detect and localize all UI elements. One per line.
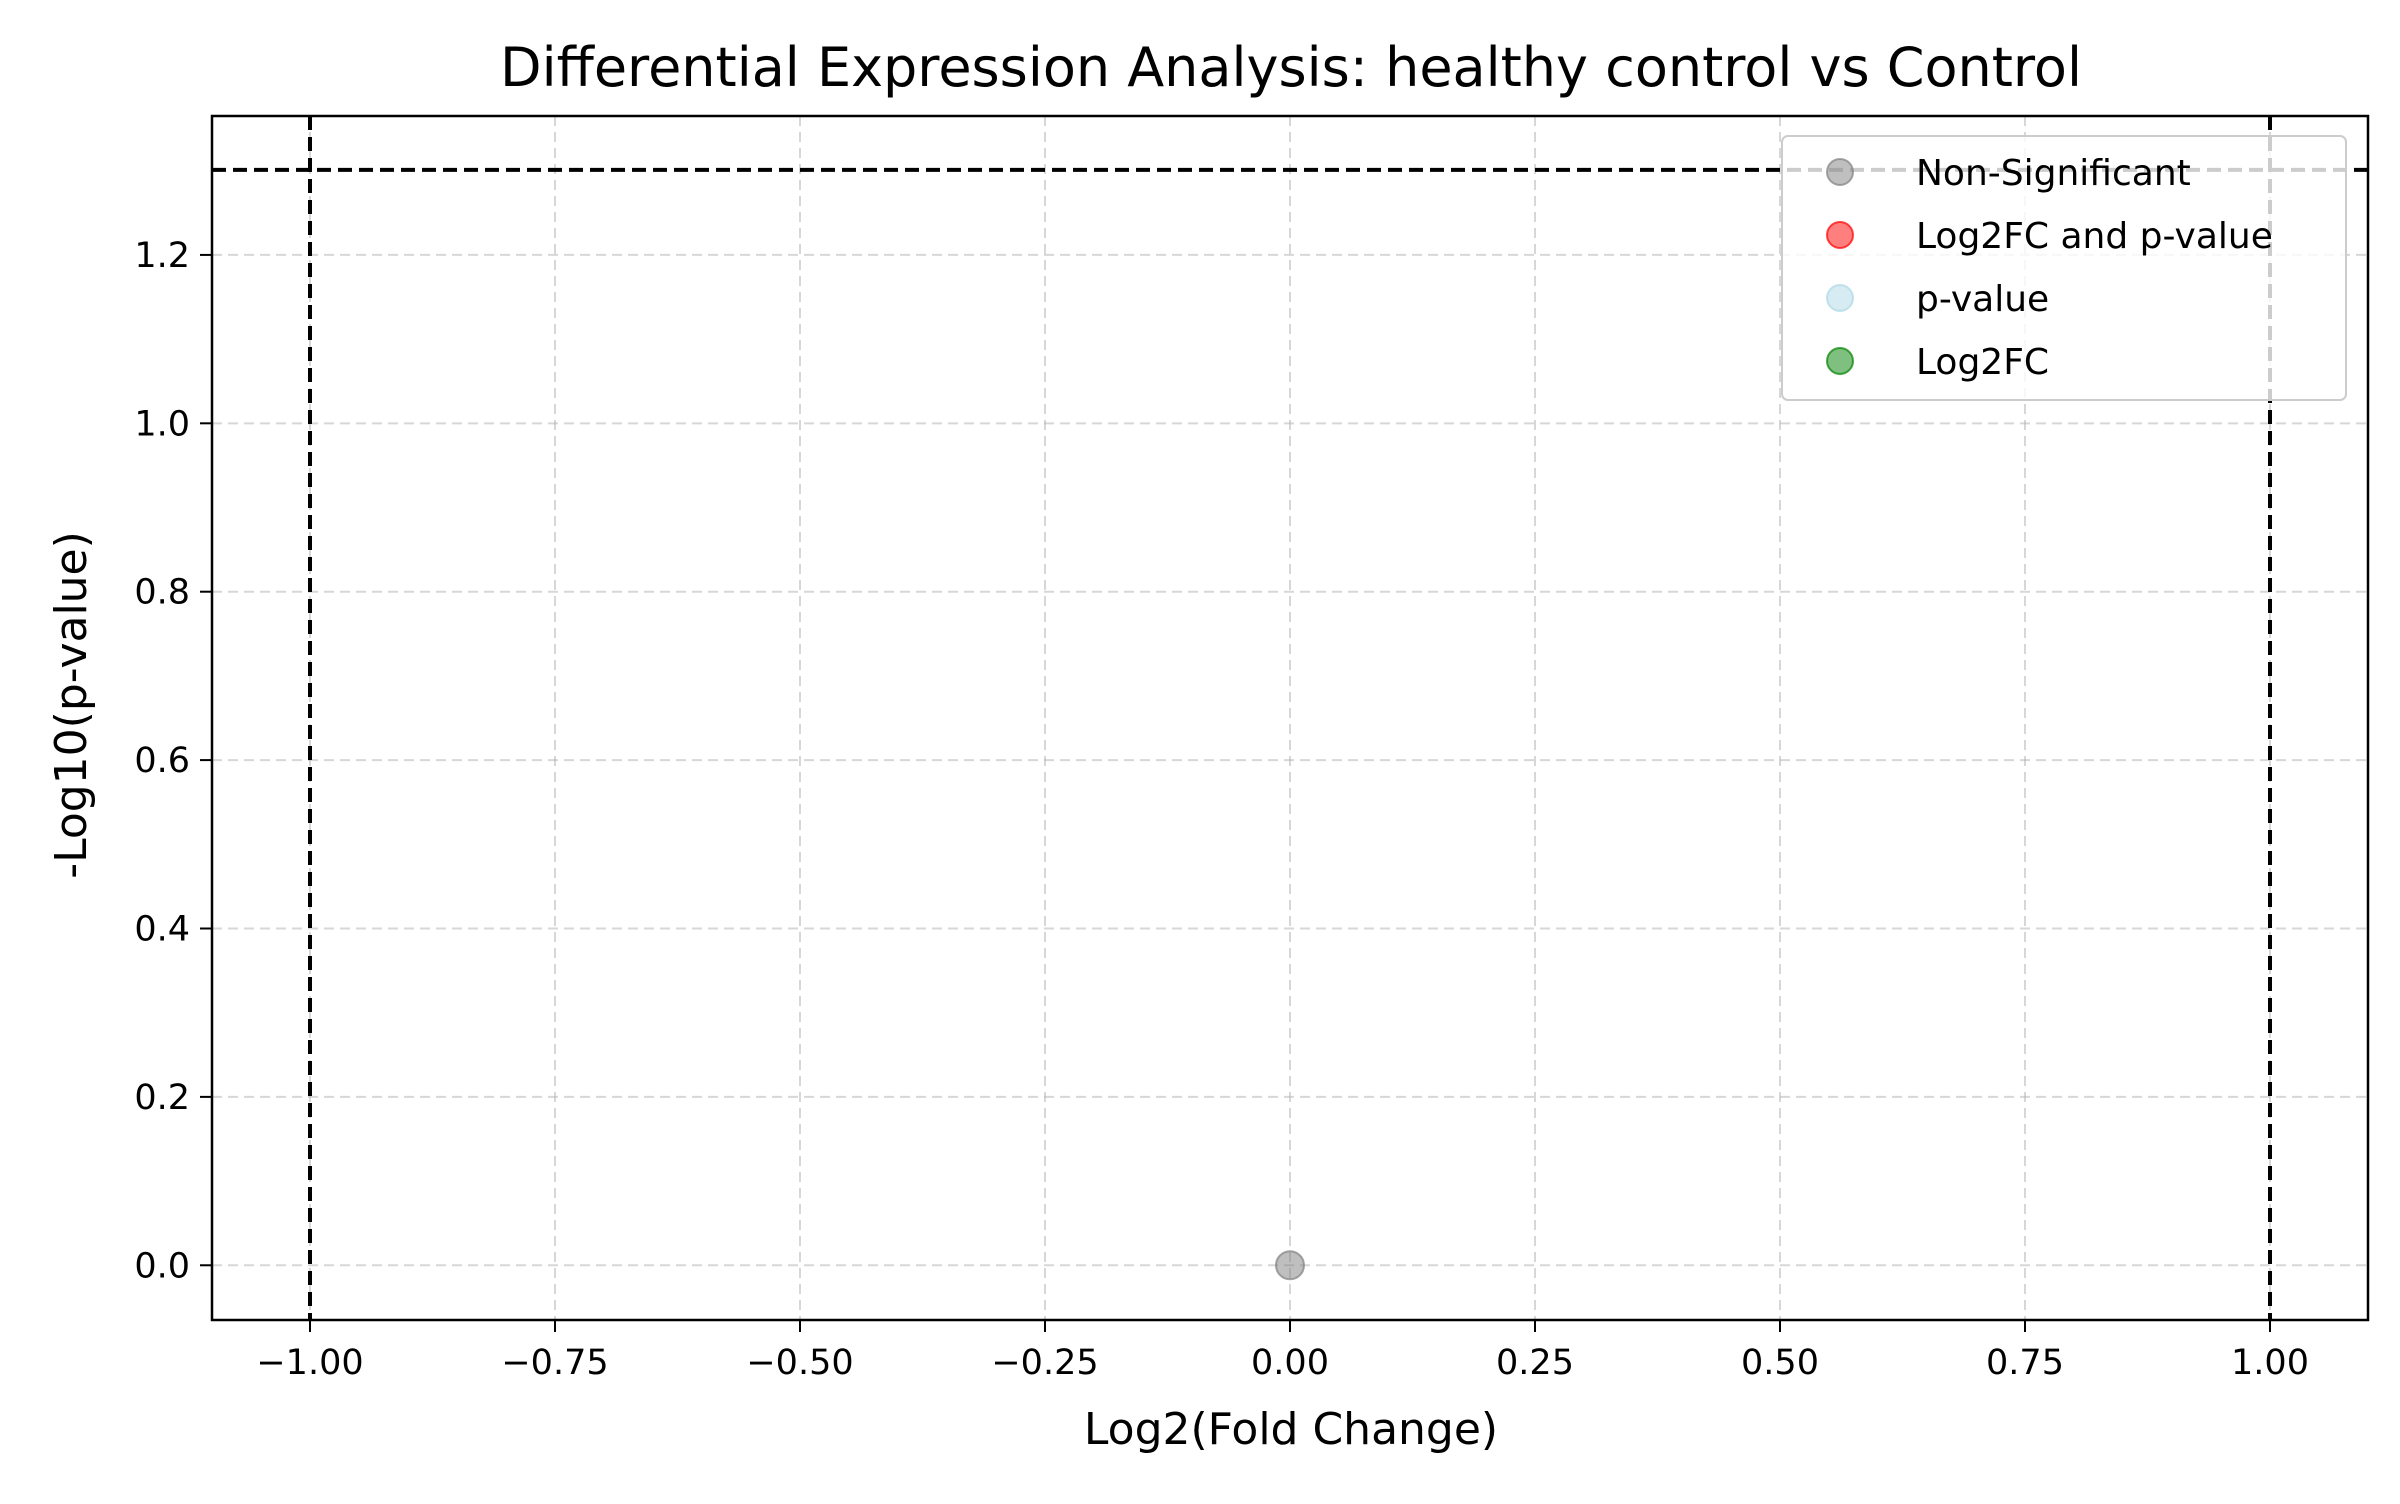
x-tick-label: 0.00	[1251, 1343, 1329, 1383]
legend-marker	[1826, 158, 1854, 186]
data-points	[1275, 1250, 1305, 1281]
y-tick-label: 1.2	[134, 236, 190, 276]
x-tick-label: −0.50	[746, 1343, 853, 1383]
x-tick-label: 0.75	[1986, 1343, 2064, 1383]
legend-marker	[1826, 284, 1854, 312]
y-tick-label: 0.8	[134, 573, 190, 613]
x-tick-label: −0.75	[501, 1343, 608, 1383]
x-axis-ticks: −1.00 −0.75 −0.50 −0.25 0.00 0.25 0.50 0.75 1.00	[256, 1320, 2309, 1383]
legend-box	[1781, 135, 2347, 401]
legend-label: Log2FC	[1916, 342, 2049, 383]
data-point	[1275, 1250, 1305, 1281]
y-tick-label: 0.2	[134, 1078, 190, 1118]
y-tick-label: 0.6	[134, 741, 190, 781]
y-tick-label: 0.4	[134, 909, 190, 949]
x-tick-label: 1.00	[2231, 1343, 2309, 1383]
y-tick-label: 0.0	[134, 1246, 190, 1286]
legend-label: p-value	[1916, 279, 2049, 320]
y-axis-label: -Log10(p-value)	[46, 531, 97, 879]
legend: Non-Significant Log2FC and p-value p-value…	[1781, 135, 2347, 401]
legend-label: Non-Significant	[1916, 153, 2191, 194]
chart-title: Differential Expression Analysis: health…	[500, 36, 2082, 99]
legend-label: Log2FC and p-value	[1916, 216, 2273, 257]
legend-marker	[1826, 347, 1854, 375]
x-tick-label: 0.25	[1496, 1343, 1574, 1383]
legend-marker	[1826, 221, 1854, 249]
x-tick-label: −0.25	[991, 1343, 1098, 1383]
y-tick-label: 1.0	[134, 404, 190, 444]
x-tick-label: 0.50	[1741, 1343, 1819, 1383]
x-axis-label: Log2(Fold Change)	[1084, 1404, 1498, 1455]
x-tick-label: −1.00	[256, 1343, 363, 1383]
y-axis-ticks: 0.0 0.2 0.4 0.6 0.8 1.0 1.2	[134, 236, 212, 1286]
